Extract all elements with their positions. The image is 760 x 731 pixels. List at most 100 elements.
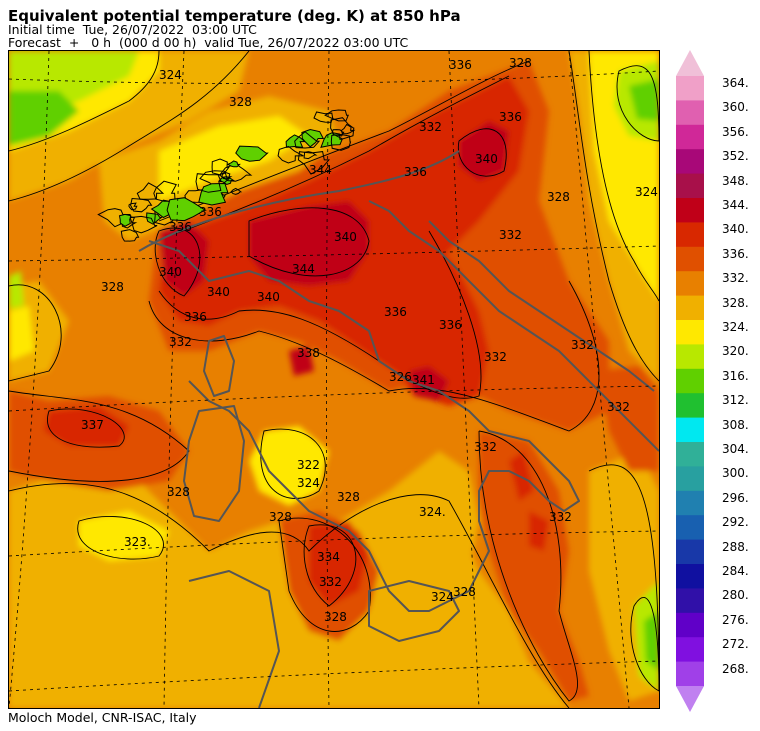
alpine-contour xyxy=(226,160,241,168)
contour-label: 336 xyxy=(404,165,427,179)
field-band-316 xyxy=(9,271,24,309)
colorbar-swatch xyxy=(676,320,704,345)
contour-label: 324 xyxy=(635,185,658,199)
field-band-320 xyxy=(79,511,169,561)
contour-label: 328 xyxy=(324,610,347,624)
colorbar-swatch xyxy=(676,76,704,101)
colorbar-bottom-triangle xyxy=(676,686,704,712)
contour-label: 328 xyxy=(101,280,124,294)
colorbar-swatch xyxy=(676,198,704,223)
contour-label: 332 xyxy=(484,350,507,364)
colorbar-swatch xyxy=(676,490,704,516)
contour-label: 328 xyxy=(269,510,292,524)
colorbar-tick-label: 312. xyxy=(722,393,749,408)
contour-label: 338 xyxy=(297,346,320,360)
colorbar-tick-label: 324. xyxy=(722,320,749,334)
field-band-312 xyxy=(629,79,659,121)
colorbar-tick-label: 292. xyxy=(722,515,749,530)
colorbar-tick-label: 356. xyxy=(722,124,749,139)
colorbar-swatch xyxy=(676,344,704,370)
contour-label: 344 xyxy=(309,163,332,177)
contour-label: 328 xyxy=(229,95,252,109)
alpine-contour xyxy=(230,187,243,195)
colorbar-tick-label: 276. xyxy=(722,612,749,627)
colorbar-swatch xyxy=(676,442,704,467)
contour-label: 328 xyxy=(167,485,190,499)
alpine-contour xyxy=(330,133,352,151)
colorbar-tick-label: 344. xyxy=(722,198,749,212)
colorbar-tick-label: 336. xyxy=(722,246,749,261)
colorbar-swatch xyxy=(676,149,704,175)
colorbar-swatch xyxy=(676,124,704,150)
contour-label: 332 xyxy=(474,440,497,454)
map-panel: 336 328 324 328 336 340 336 332 328 324 … xyxy=(8,50,660,709)
contour-label: 324 xyxy=(431,590,454,604)
alpine-contour xyxy=(129,215,158,234)
colorbar-swatch xyxy=(676,466,704,492)
alpine-contour xyxy=(294,131,321,149)
colorbar-swatch xyxy=(676,417,704,443)
colorbar-swatch xyxy=(676,173,704,199)
colorbar-swatch xyxy=(676,393,704,419)
contour-label: 336 xyxy=(439,318,462,332)
contour-label: 332 xyxy=(419,120,442,134)
field-band-336 xyxy=(309,521,369,606)
contour-label: 323. xyxy=(124,535,151,549)
contour-label: 337 xyxy=(81,418,104,432)
contour-label: 336 xyxy=(449,58,472,72)
sardinia-coastline xyxy=(183,405,245,522)
contour-label: 344 xyxy=(292,262,315,276)
contour-label: 332 xyxy=(571,338,594,352)
contour-label: 332 xyxy=(499,228,522,242)
colorbar-swatch xyxy=(676,100,704,126)
colorbar-tick-label: 288. xyxy=(722,539,749,554)
colorbar-tick-label: 284. xyxy=(722,564,749,578)
colorbar-swatch xyxy=(676,564,704,589)
colorbar-swatch xyxy=(676,588,704,614)
contour-label: 336 xyxy=(169,220,192,234)
alpine-contour xyxy=(118,213,132,227)
contour-label: 332 xyxy=(607,400,630,414)
alpine-contour xyxy=(330,117,355,140)
contour-label: 336 xyxy=(499,110,522,124)
alpine-contour xyxy=(303,151,318,160)
field-band-336 xyxy=(44,406,129,446)
field-band-324 xyxy=(389,451,479,591)
forecast-valid-time: Forecast + 0 h (000 d 00 h) valid Tue, 2… xyxy=(8,35,409,50)
sicily-coastline xyxy=(368,580,460,642)
colorbar-tick-label: 364. xyxy=(722,76,749,90)
colorbar xyxy=(676,50,704,712)
contour-label: 332 xyxy=(549,510,572,524)
contour-label: 340 xyxy=(159,265,182,279)
balkan-coastline xyxy=(428,220,655,392)
colorbar-tick-label: 352. xyxy=(722,149,749,164)
field-band-332 xyxy=(599,366,659,471)
coastlines xyxy=(138,150,659,708)
contour-label: 332 xyxy=(169,335,192,349)
colorbar-swatch xyxy=(676,539,704,565)
colorbar-swatch xyxy=(676,515,704,541)
colorbar-tick-label: 316. xyxy=(722,368,749,383)
model-credit: Moloch Model, CNR-ISAC, Italy xyxy=(8,710,197,725)
field-band-340 xyxy=(459,121,509,181)
field-band-340 xyxy=(409,366,449,401)
colorbar-tick-label: 328. xyxy=(722,295,749,310)
alpine-contour xyxy=(218,163,253,182)
colorbar-swatch xyxy=(676,368,704,394)
colorbar-tick-label: 272. xyxy=(722,637,749,652)
contour-label: 336 xyxy=(199,205,222,219)
contour-label: 324 xyxy=(297,476,320,490)
alpine-contour xyxy=(221,172,233,180)
field-band-336 xyxy=(379,221,489,406)
alpine-contour xyxy=(235,145,269,162)
contour-label: 326 xyxy=(389,370,412,384)
adriatic-coastline xyxy=(368,200,659,452)
colorbar-swatch xyxy=(676,271,704,297)
colorbar-swatch xyxy=(676,661,704,687)
alpine-contour xyxy=(130,197,153,213)
contour-label: 340 xyxy=(207,285,230,299)
alpine-contour xyxy=(297,151,330,175)
contour-labels: 336 328 324 328 336 340 336 332 328 324 … xyxy=(81,56,658,624)
alps-border xyxy=(138,150,460,252)
colorbar-top-triangle xyxy=(676,50,704,76)
